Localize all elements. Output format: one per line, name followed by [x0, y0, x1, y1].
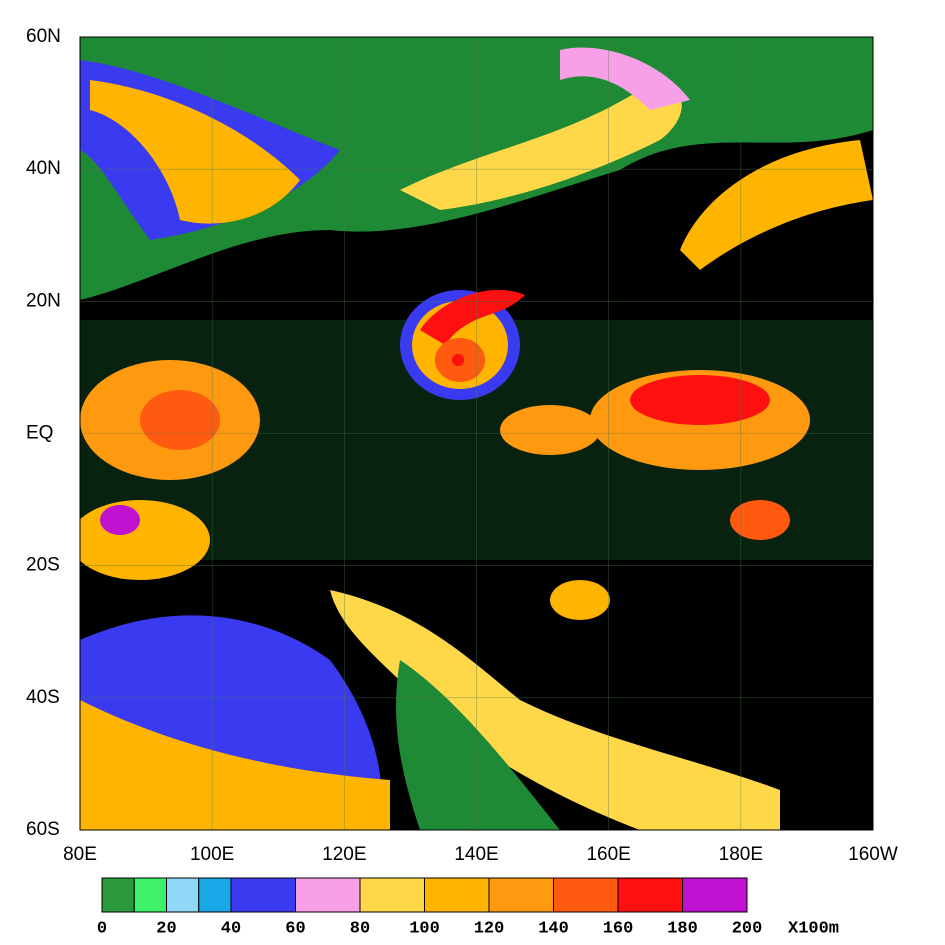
colorbar-tick-label: 200: [732, 919, 763, 938]
colorbar-unit: X100m: [788, 919, 839, 938]
colorbar-segment: [198, 877, 232, 913]
lon-label: 80E: [63, 844, 97, 865]
colorbar-tick-label: 60: [285, 919, 305, 938]
colorbar-tick-label: 20: [156, 919, 176, 938]
colorbar-tick-label: 40: [221, 919, 241, 938]
lat-label: 40N: [26, 158, 61, 179]
lon-label: 120E: [322, 844, 366, 865]
colorbar-tick-label: 160: [603, 919, 634, 938]
colorbar-tick-label: 140: [538, 919, 569, 938]
lon-label: 140E: [454, 844, 498, 865]
colorbar-segment: [617, 877, 683, 913]
colorbar-tick-label: 0: [97, 919, 107, 938]
colorbar-tick-label: 100: [409, 919, 440, 938]
colorbar-segment: [101, 877, 135, 913]
lon-label: 160E: [586, 844, 630, 865]
colorbar-tick-label: 120: [474, 919, 505, 938]
colorbar-segment: [295, 877, 361, 913]
colorbar-segment: [682, 877, 748, 913]
colorbar-segment: [230, 877, 296, 913]
colorbar-segment: [359, 877, 425, 913]
lat-label: 60N: [26, 26, 61, 47]
map-frame: [79, 36, 874, 831]
colorbar-tick-label: 180: [667, 919, 698, 938]
lat-label: EQ: [26, 423, 53, 444]
lat-label: 20N: [26, 290, 61, 311]
colorbar-segment: [488, 877, 554, 913]
colorbar-tick-label: 80: [350, 919, 370, 938]
colorbar-segment: [133, 877, 167, 913]
colorbar-segment: [553, 877, 619, 913]
colorbar-segment: [424, 877, 490, 913]
lon-label: 180E: [719, 844, 763, 865]
lat-label: 40S: [26, 687, 60, 708]
lat-label: 20S: [26, 555, 60, 576]
colorbar-segment: [166, 877, 200, 913]
lon-label: 100E: [190, 844, 234, 865]
lon-label: 160W: [848, 844, 898, 865]
lat-label: 60S: [26, 819, 60, 840]
